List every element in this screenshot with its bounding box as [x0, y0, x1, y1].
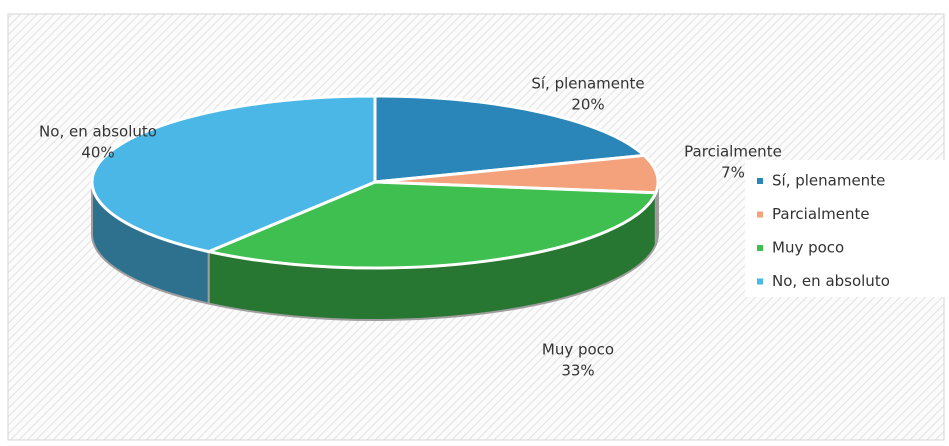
legend-marker	[757, 245, 763, 251]
legend-label: Sí, plenamente	[772, 172, 885, 190]
legend: Sí, plenamente Parcialmente Muy poco No, en…	[757, 172, 890, 290]
slice	[203, 180, 658, 270]
legend-label: Muy poco	[772, 239, 844, 257]
data-label-value: 33%	[561, 362, 594, 380]
legend-marker	[757, 178, 763, 184]
legend-label: Parcialmente	[772, 205, 870, 223]
pie	[90, 94, 660, 321]
legend-box	[745, 160, 945, 297]
slice	[90, 94, 377, 254]
data-label-value: 20%	[571, 96, 604, 114]
data-label-name: Parcialmente	[684, 143, 782, 161]
legend-marker	[757, 211, 763, 218]
data-label-name: Sí, plenamente	[531, 75, 644, 93]
legend-marker	[757, 278, 763, 285]
labels: Sí, plenamente 20% Parcialmente 7% Muy poco 3…	[39, 75, 782, 380]
data-label-name: No, en absoluto	[39, 123, 157, 141]
legend-label: No, en absoluto	[772, 272, 890, 290]
slice	[373, 94, 648, 184]
data-label-value: 40%	[81, 144, 114, 162]
data-label-value: 7%	[721, 164, 745, 182]
data-label-name: Muy poco	[542, 341, 614, 359]
